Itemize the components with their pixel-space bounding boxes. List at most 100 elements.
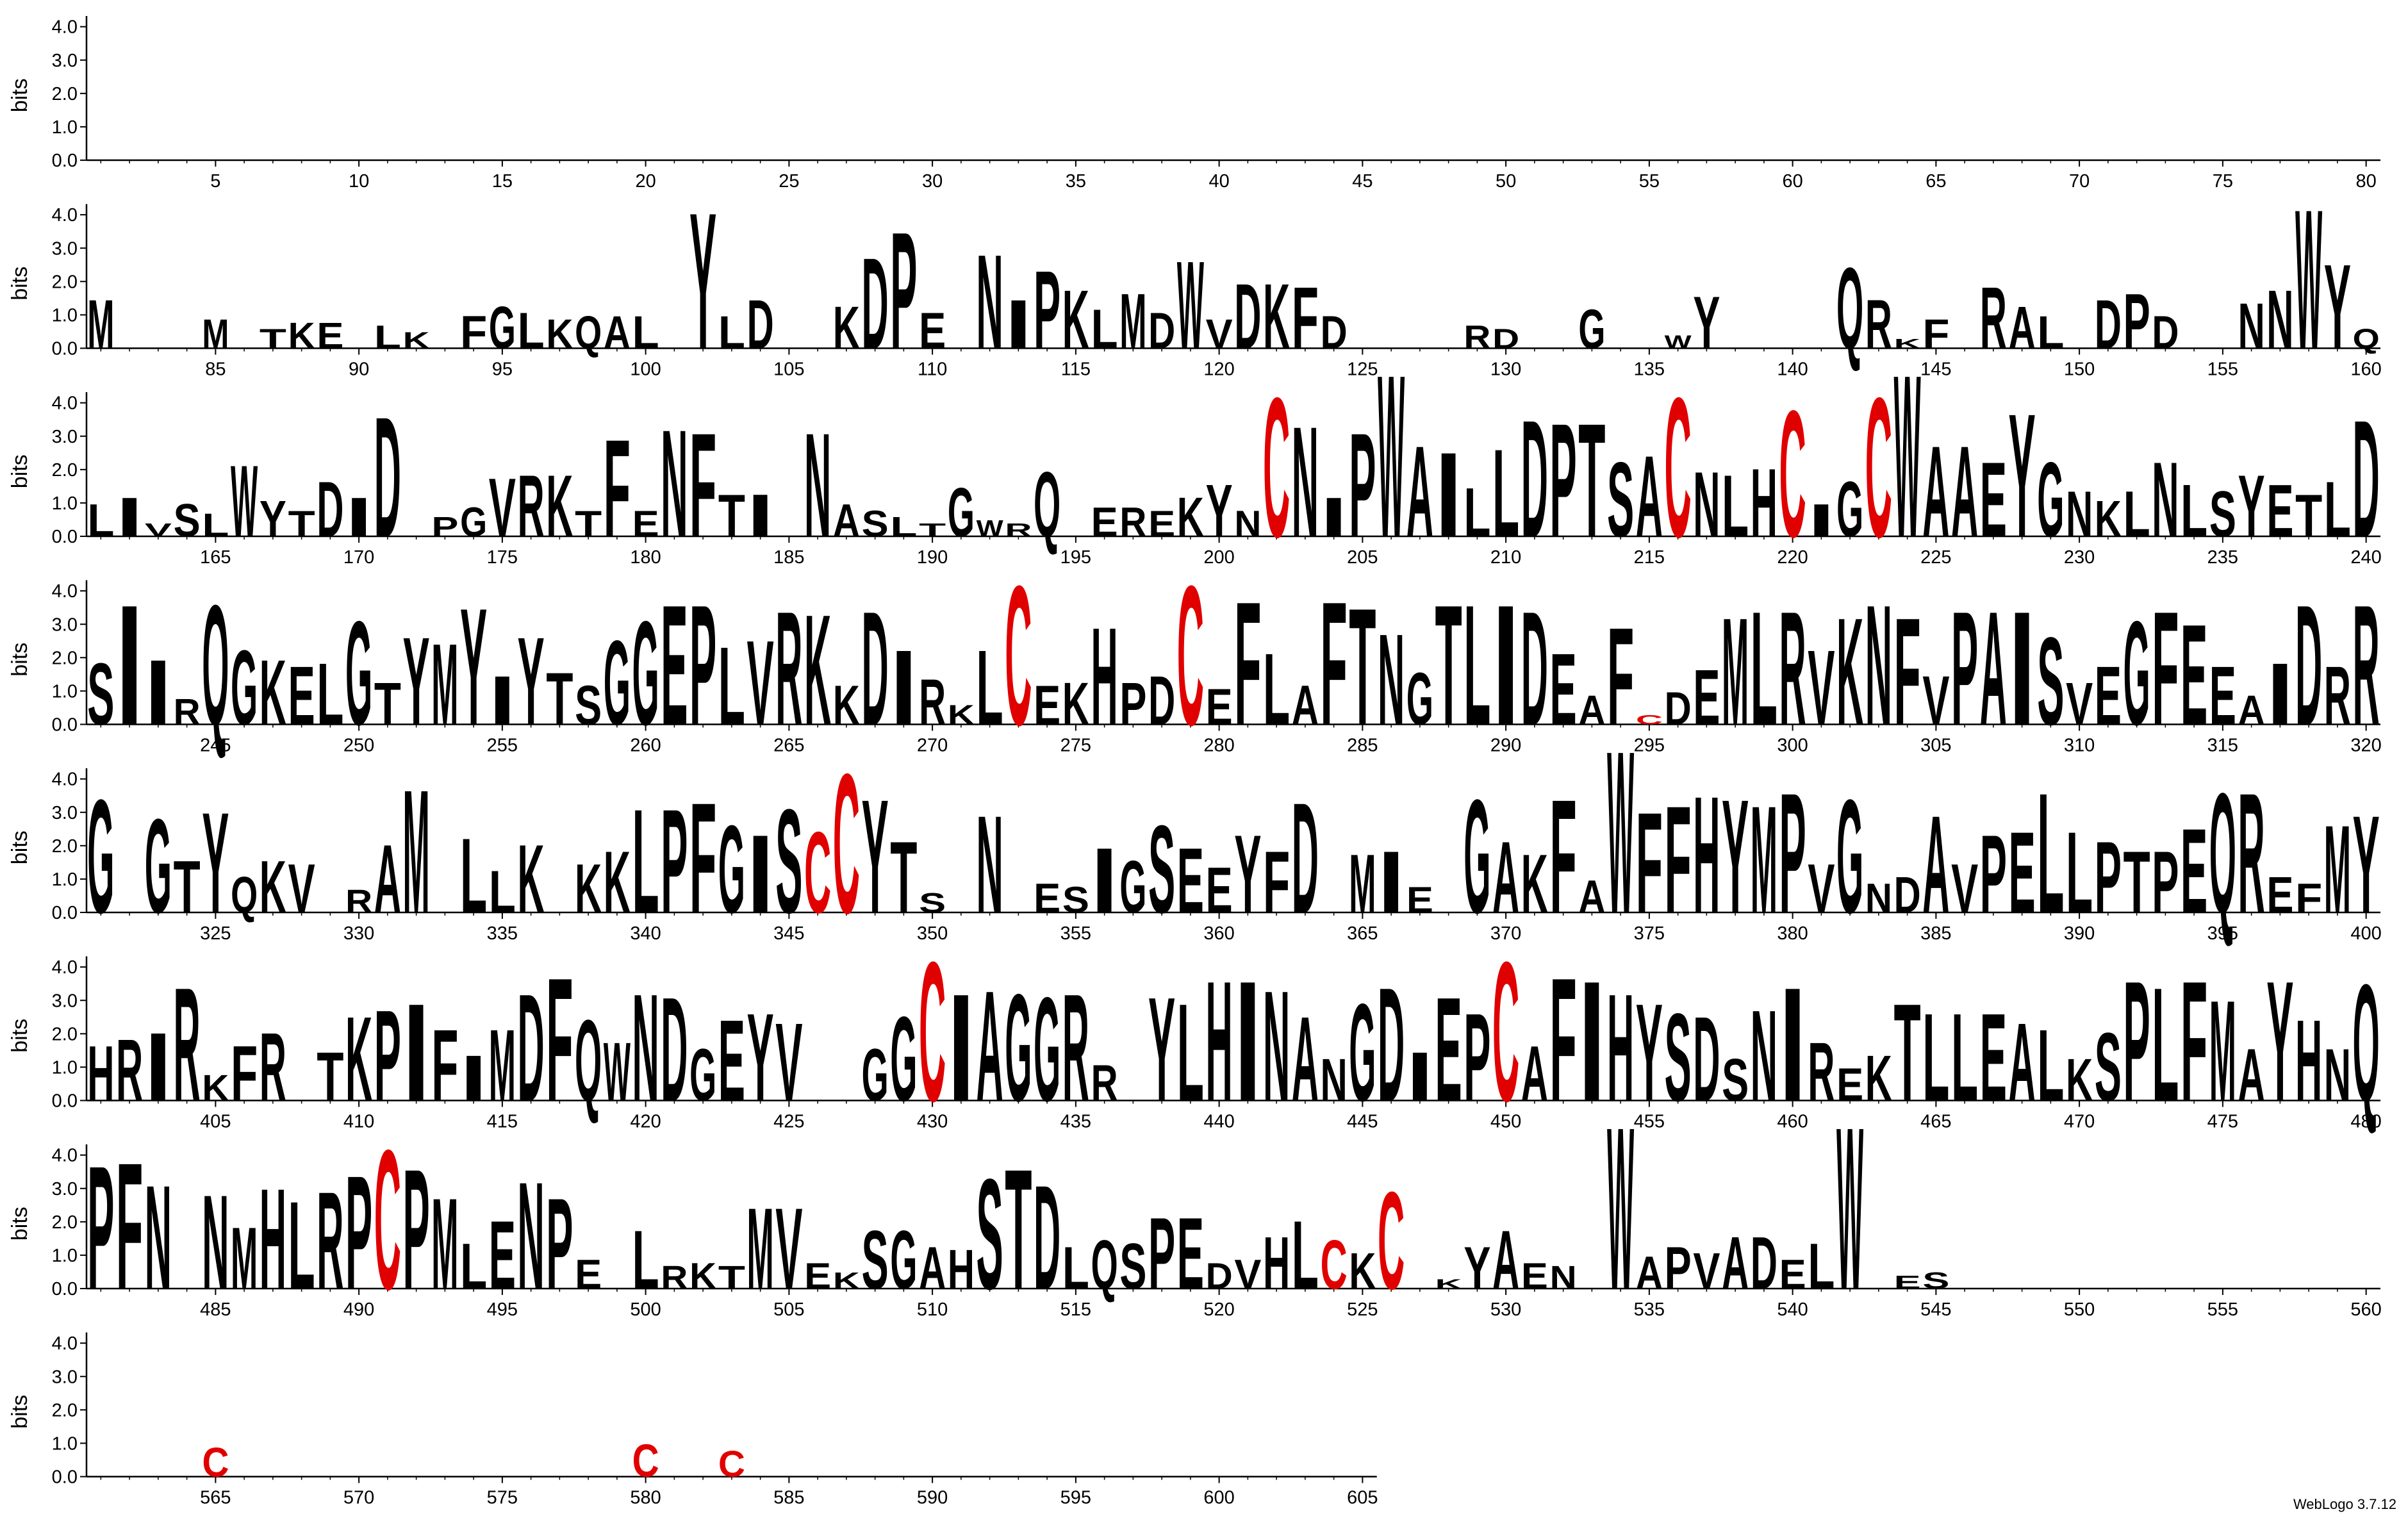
x-tick-label: 80 [2355,171,2376,192]
logo-letter: M [231,1209,258,1307]
logo-letter: E [804,1255,831,1296]
logo-letter: F [1550,766,1577,947]
logo-letter: K [518,825,545,934]
logo-letter: N [1292,393,1319,570]
logo-letter: L [632,1213,659,1307]
logo-letter: I [747,482,774,550]
x-tick-label: 30 [922,171,943,192]
logo-letter: E [1435,966,1462,1132]
x-tick-label: 240 [2350,547,2381,568]
x-tick-label: 275 [1060,736,1091,756]
logo-letter: F [689,770,716,946]
x-tick-label: 330 [343,923,374,944]
logo-letter: E [2266,469,2293,552]
y-tick-label: 4.0 [52,205,78,226]
logo-letter: I [1779,954,1806,1135]
logo-letter: E [718,996,745,1125]
logo-letter: G [632,590,659,755]
logo-letter: S [775,779,802,944]
logo-letter: F [1292,269,1319,367]
logo-letter: A [1292,992,1319,1126]
x-tick-label: 435 [1060,1112,1091,1132]
logo-letter: P [1980,812,2007,937]
x-tick-label: 400 [2350,923,2381,944]
x-tick-label: 450 [1490,1112,1521,1132]
logo-letter: D [1521,385,1548,572]
x-tick-label: 50 [1496,171,1516,192]
logo-letter: C [718,1444,745,1485]
logo-letter: Q [2209,757,2236,949]
logo-letter: R [1865,286,1892,364]
logo-letter: V [288,850,315,928]
x-tick-label: 10 [349,171,369,192]
y-tick-label: 3.0 [52,1179,78,1199]
logo-letter: S [977,1146,1003,1322]
logo-letter: L [2152,954,2179,1135]
logo-letter: M [1119,277,1146,365]
x-tick-label: 350 [917,923,948,944]
logo-letter: K [1521,837,1548,930]
logo-letter: F [2152,578,2179,759]
y-tick-label: 3.0 [52,427,78,447]
logo-letter: D [862,578,889,759]
logo-letter: V [145,520,172,541]
logo-letter: D [518,962,545,1133]
x-tick-label: 510 [917,1299,948,1320]
x-tick-label: 445 [1347,1112,1378,1132]
logo-letter: P [431,511,458,542]
x-tick-label: 260 [630,736,661,756]
logo-letter: E [1406,879,1433,920]
logo-letter: P [689,569,716,761]
logo-letter: Q [575,307,602,358]
logo-letter: I [145,641,172,745]
logo-letter: H [1206,945,1233,1137]
logo-letter: C [919,920,946,1142]
logo-letter: I [948,962,975,1133]
logo-letter: A [604,307,631,358]
logo-letter: L [1263,633,1290,746]
logo-letter: K [403,327,430,353]
logo-letter: K [804,582,831,758]
logo-letter: E [2009,808,2036,937]
logo-letter: L [2066,808,2093,937]
x-tick-label: 155 [2207,359,2238,380]
y-tick-label: 0.0 [52,715,78,736]
x-tick-label: 345 [773,923,804,944]
logo-letter: Y [2353,786,2380,942]
logo-letter: L [202,507,229,543]
logo-letter: N [661,397,688,568]
logo-letter: D [317,465,343,553]
x-tick-label: 490 [343,1299,374,1320]
x-tick-label: 470 [2064,1112,2095,1132]
logo-letter: T [317,1039,343,1116]
x-tick-label: 145 [1920,359,1951,380]
logo-letter: K [260,845,286,928]
logo-letter: W [1177,235,1204,375]
x-tick-label: 590 [917,1488,948,1508]
logo-letter: N [804,402,831,568]
logo-letter: C [1665,356,1692,579]
logo-letter: M [489,1009,516,1123]
x-tick-label: 415 [487,1112,518,1132]
y-tick-label: 1.0 [52,681,78,702]
logo-letter: E [1206,854,1233,927]
x-tick-label: 370 [1490,923,1521,944]
x-tick-label: 515 [1060,1299,1091,1320]
logo-letter: A [1636,432,1663,561]
logo-letter: S [174,495,201,546]
logo-letter: C [1263,356,1290,579]
y-tick-label: 3.0 [52,991,78,1011]
logo-letter: Y [1722,766,1749,947]
logo-letter: W [2295,168,2322,390]
logo-letter: A [2238,687,2265,734]
logo-letter: L [718,307,745,358]
logo-letter: Y [2238,457,2265,555]
logo-letter: D [1492,324,1519,354]
logo-letter: Y [2009,377,2036,573]
logo-letter: G [1406,657,1433,740]
logo-letter: V [1206,311,1233,358]
logo-letter: F [460,307,487,358]
x-tick-label: 250 [343,736,374,756]
logo-letter: G [2037,441,2064,559]
logo-letter: G [231,629,258,747]
